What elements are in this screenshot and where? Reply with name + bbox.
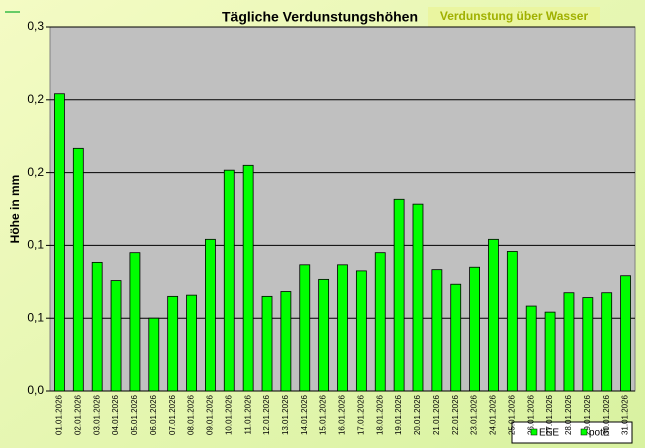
bar — [54, 93, 65, 392]
x-tick-label: 14.01.2026 — [300, 394, 309, 435]
bar — [223, 169, 235, 392]
y-tick-label: 0,2 — [27, 165, 44, 179]
bar — [72, 147, 84, 392]
x-tick-label: 10.01.2026 — [224, 394, 233, 435]
bar — [469, 266, 480, 392]
bar — [450, 283, 462, 392]
y-tick-label: 0,2 — [27, 92, 44, 106]
x-tick-label: 06.01.2026 — [149, 394, 158, 435]
x-tick-label: 01.01.2026 — [55, 394, 64, 435]
x-tick-label: 28.01.2026 — [564, 394, 573, 435]
bar — [129, 252, 141, 392]
bar — [299, 264, 311, 392]
y-axis-label: Höhe in mm — [8, 175, 22, 244]
bar — [412, 203, 424, 392]
legend — [511, 421, 633, 444]
x-tick-label: 08.01.2026 — [187, 394, 196, 435]
bar — [601, 292, 613, 392]
legend-swatch — [580, 428, 588, 436]
bar — [280, 291, 292, 392]
bar — [242, 164, 254, 392]
x-tick-label: 27.01.2026 — [545, 394, 554, 435]
bar — [582, 297, 594, 392]
x-tick-label: 03.01.2026 — [92, 394, 101, 435]
bar — [506, 251, 518, 392]
x-tick-label: 05.01.2026 — [130, 394, 139, 435]
x-tick-label: 21.01.2026 — [432, 394, 441, 435]
subtitle-box — [428, 7, 600, 27]
bar — [393, 198, 405, 392]
x-tick-label: 07.01.2026 — [168, 394, 177, 435]
bar — [355, 270, 367, 392]
bar — [167, 295, 179, 392]
x-tick-label: 16.01.2026 — [338, 394, 347, 435]
bar — [488, 238, 499, 392]
x-tick-label: 29.01.2026 — [583, 394, 592, 435]
bar — [205, 238, 216, 392]
bar — [186, 294, 197, 392]
x-tick-label: 12.01.2026 — [262, 394, 271, 435]
x-tick-label: 25.01.2026 — [507, 394, 516, 435]
legend-swatch — [530, 428, 538, 436]
bar — [261, 295, 273, 392]
x-tick-label: 20.01.2026 — [413, 394, 422, 435]
legend-label: potE — [589, 428, 610, 439]
bar — [563, 292, 575, 392]
x-tick-label: 02.01.2026 — [73, 394, 82, 435]
bar — [374, 252, 386, 392]
y-tick-label: 0,0 — [27, 383, 44, 397]
x-tick-label: 04.01.2026 — [111, 394, 120, 435]
x-tick-label: 11.01.2026 — [243, 394, 252, 434]
bar — [337, 264, 348, 392]
bar — [110, 280, 122, 392]
bar — [431, 269, 443, 392]
x-tick-label: 15.01.2026 — [319, 394, 328, 435]
bar — [544, 311, 556, 392]
bar — [525, 305, 537, 392]
x-tick-label: 30.01.2026 — [602, 394, 611, 435]
y-tick-label: 0,1 — [27, 310, 44, 324]
x-tick-label: 23.01.2026 — [470, 394, 479, 435]
legend-label: EEE — [539, 428, 559, 439]
subtitle: Verdunstung über Wasser — [440, 9, 589, 23]
chart-title: Tägliche Verdunstungshöhen — [222, 9, 418, 25]
x-tick-label: 22.01.2026 — [451, 394, 460, 435]
y-tick-label: 0,1 — [27, 238, 44, 252]
x-tick-label: 09.01.2026 — [206, 394, 215, 435]
y-tick-label: 0,3 — [27, 19, 44, 33]
bar — [148, 317, 160, 392]
x-tick-label: 26.01.2026 — [526, 394, 535, 435]
bar — [318, 278, 330, 392]
x-tick-label: 31.01.2026 — [621, 394, 630, 435]
x-tick-label: 24.01.2026 — [489, 394, 498, 435]
x-tick-label: 19.01.2026 — [394, 394, 403, 435]
x-tick-label: 17.01.2026 — [356, 394, 365, 435]
bar — [620, 275, 631, 392]
x-tick-label: 13.01.2026 — [281, 394, 290, 435]
x-tick-label: 18.01.2026 — [375, 394, 384, 435]
bar — [91, 261, 103, 392]
